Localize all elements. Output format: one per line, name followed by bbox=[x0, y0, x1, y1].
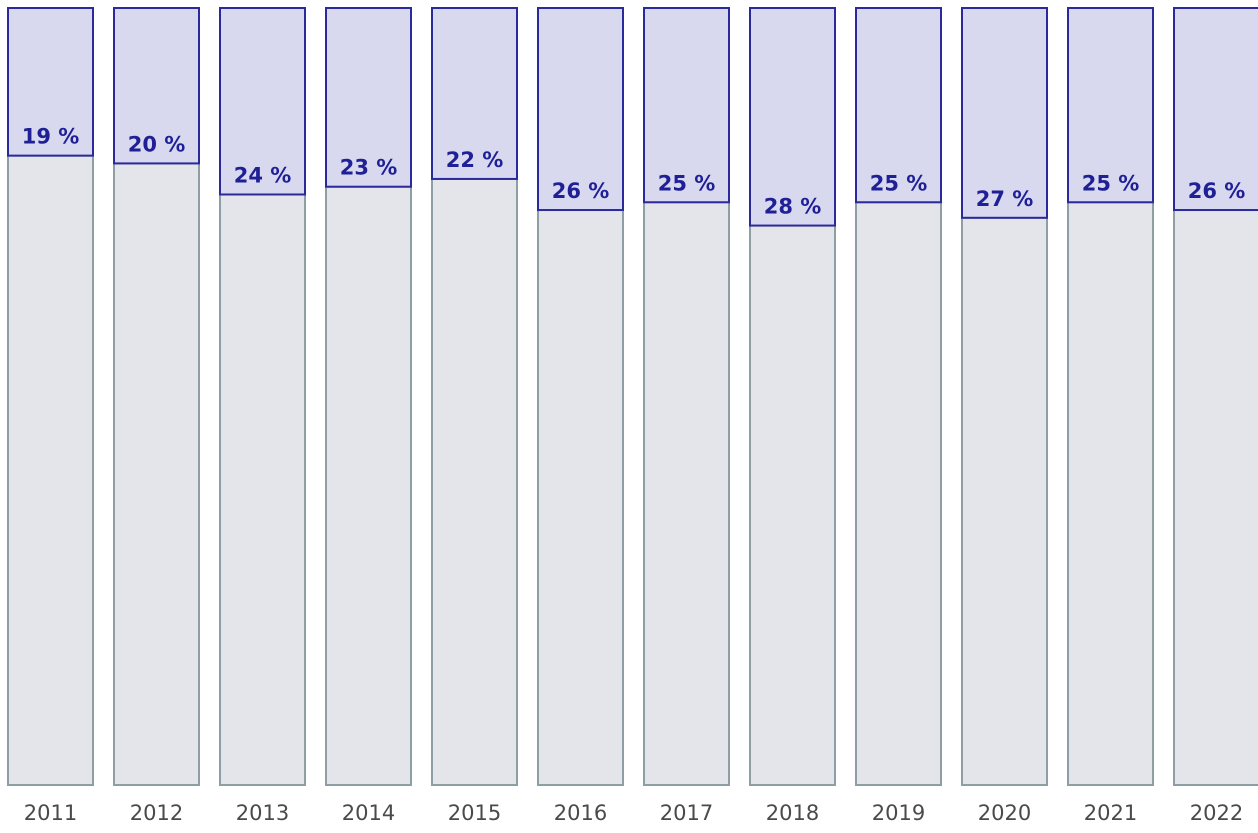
value-label: 25 % bbox=[658, 171, 716, 195]
value-label: 22 % bbox=[446, 148, 504, 172]
x-tick-label: 2013 bbox=[236, 801, 289, 825]
bar-segment bbox=[1173, 7, 1258, 212]
x-tick-label: 2014 bbox=[342, 801, 395, 825]
x-tick-label: 2019 bbox=[872, 801, 925, 825]
value-label: 25 % bbox=[870, 171, 928, 195]
bar-segment bbox=[325, 185, 412, 786]
x-tick-label: 2020 bbox=[978, 801, 1031, 825]
bar-segment bbox=[749, 224, 836, 786]
bar-segment bbox=[431, 7, 518, 180]
bar-segment bbox=[325, 7, 412, 188]
value-label: 28 % bbox=[764, 195, 822, 219]
bar-segment bbox=[431, 177, 518, 786]
bar-segment bbox=[855, 201, 942, 786]
bar-segment bbox=[1067, 201, 1154, 786]
bar-segment bbox=[1067, 7, 1154, 204]
bar-segment bbox=[961, 7, 1048, 219]
value-label: 23 % bbox=[340, 156, 398, 180]
bar-segment bbox=[113, 162, 200, 786]
value-label: 27 % bbox=[976, 187, 1034, 211]
bar-segment bbox=[219, 7, 306, 196]
x-tick-label: 2016 bbox=[554, 801, 607, 825]
x-tick-label: 2018 bbox=[766, 801, 819, 825]
bar-segment bbox=[643, 201, 730, 786]
value-label: 20 % bbox=[128, 132, 186, 156]
value-label: 25 % bbox=[1082, 171, 1140, 195]
bar-segment bbox=[749, 7, 836, 227]
value-label: 24 % bbox=[234, 163, 292, 187]
value-label: 19 % bbox=[22, 125, 80, 149]
bar-segment bbox=[113, 7, 200, 165]
value-label: 26 % bbox=[552, 179, 610, 203]
x-tick-label: 2022 bbox=[1190, 801, 1243, 825]
value-label: 26 % bbox=[1188, 179, 1246, 203]
x-tick-label: 2021 bbox=[1084, 801, 1137, 825]
x-tick-label: 2015 bbox=[448, 801, 501, 825]
bar-segment bbox=[855, 7, 942, 204]
bar-segment bbox=[537, 7, 624, 212]
bar-segment bbox=[961, 216, 1048, 787]
bar-segment bbox=[643, 7, 730, 204]
x-tick-label: 2011 bbox=[24, 801, 77, 825]
bar-segment bbox=[219, 193, 306, 787]
x-tick-label: 2012 bbox=[130, 801, 183, 825]
bar-segment bbox=[537, 209, 624, 786]
bar-segment bbox=[7, 7, 94, 157]
bar-segment bbox=[1173, 209, 1258, 786]
x-tick-label: 2017 bbox=[660, 801, 713, 825]
bar-segment bbox=[7, 154, 94, 786]
